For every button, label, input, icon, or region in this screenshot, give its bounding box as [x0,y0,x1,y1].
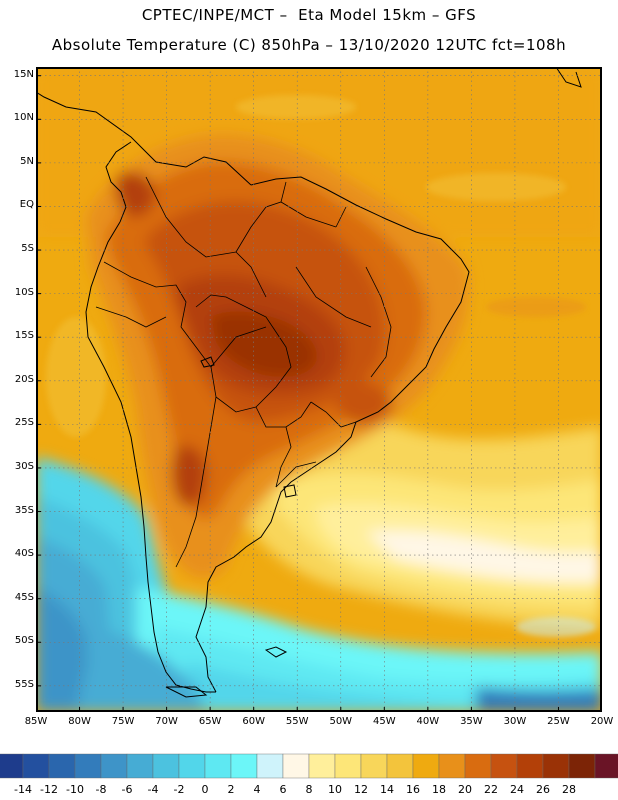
colorbar-label: 8 [305,783,313,796]
lat-label: 10N [13,112,34,124]
colorbar-label: 10 [328,783,342,796]
lat-label: 15S [14,330,34,342]
colorbar-cell [438,753,466,779]
colorbar-label: 0 [201,783,209,796]
colorbar-cell [490,753,518,779]
colorbar-cell [542,753,570,779]
colorbar-cell [152,753,180,779]
field-texture [46,95,596,637]
colorbar-label: -10 [66,783,84,796]
colorbar-label: 6 [279,783,287,796]
lon-label: 55W [285,716,309,727]
lon-label: 75W [111,716,135,727]
colorbar-cell [126,753,154,779]
colorbar-label: 18 [432,783,446,796]
colorbar-cell [230,753,258,779]
coastlines [36,67,582,698]
colorbar-label: -14 [14,783,32,796]
colorbar-cell [256,753,284,779]
lat-label: 5N [20,155,34,167]
lon-label: 25W [547,716,570,727]
lon-label: 45W [372,716,396,727]
colorbar-label: 22 [484,783,498,796]
map-panel [36,67,602,712]
temperature-field [36,67,602,712]
lat-label: 45S [14,591,34,603]
colorbar-cell [282,753,310,779]
colorbar-cell [22,753,50,779]
colorbar-label: 26 [536,783,550,796]
lat-label: 20S [14,373,34,385]
map-frame [36,67,602,712]
colorbar-cells [0,753,618,779]
colorbar-label: 14 [380,783,394,796]
lon-label: 40W [416,716,440,727]
lon-label: 80W [68,716,91,727]
lon-label: 70W [155,716,178,727]
colorbar-cell [516,753,544,779]
lon-label: 30W [503,716,527,727]
lat-label: 25S [14,417,34,429]
colorbar-cell [204,753,232,779]
colorbar-cell [100,753,128,779]
lat-label: 10S [14,286,34,298]
colorbar-label: -8 [95,783,107,796]
colorbar [0,753,618,779]
lat-label: 50S [14,635,34,647]
colorbar-label: 16 [406,783,420,796]
colorbar-label: -12 [40,783,58,796]
lakes [200,356,297,498]
colorbar-label: 28 [562,783,576,796]
colorbar-cell [360,753,388,779]
colorbar-label: 4 [253,783,261,796]
colorbar-cell [48,753,76,779]
lat-label: 35S [14,504,34,516]
colorbar-label: 20 [458,783,472,796]
colorbar-cell [74,753,102,779]
colorbar-label: 2 [227,783,235,796]
lon-label: 60W [242,716,265,727]
colorbar-label: 12 [354,783,368,796]
lon-label: 65W [198,716,222,727]
lat-label: 30S [14,460,34,472]
temperature-map [36,67,602,712]
title-line-1: CPTEC/INPE/MCT – Eta Model 15km – GFS [141,6,477,24]
lon-label: 85W [24,716,48,727]
lat-label: EQ [19,199,34,211]
title-line-2: Absolute Temperature (C) 850hPa – 13/10/… [51,36,567,54]
lat-label: 15N [13,68,34,80]
colorbar-label: -4 [147,783,159,796]
colorbar-label: 24 [510,783,524,796]
lon-label: 35W [460,716,483,727]
colorbar-cell [412,753,440,779]
colorbar-cell [568,753,596,779]
colorbar-label: -6 [121,783,133,796]
colorbar-cell [0,753,24,779]
lat-label: 55S [14,678,34,690]
colorbar-cell [308,753,336,779]
lat-label: 40S [14,548,34,560]
colorbar-cell [594,753,618,779]
country-borders [95,176,392,568]
lat-label: 5S [21,243,34,255]
colorbar-cell [178,753,206,779]
colorbar-cell [464,753,492,779]
lon-label: 50W [329,716,353,727]
colorbar-label: -2 [173,783,185,796]
colorbar-cell [334,753,362,779]
lon-label: 20W [590,716,614,727]
colorbar-cell [386,753,414,779]
